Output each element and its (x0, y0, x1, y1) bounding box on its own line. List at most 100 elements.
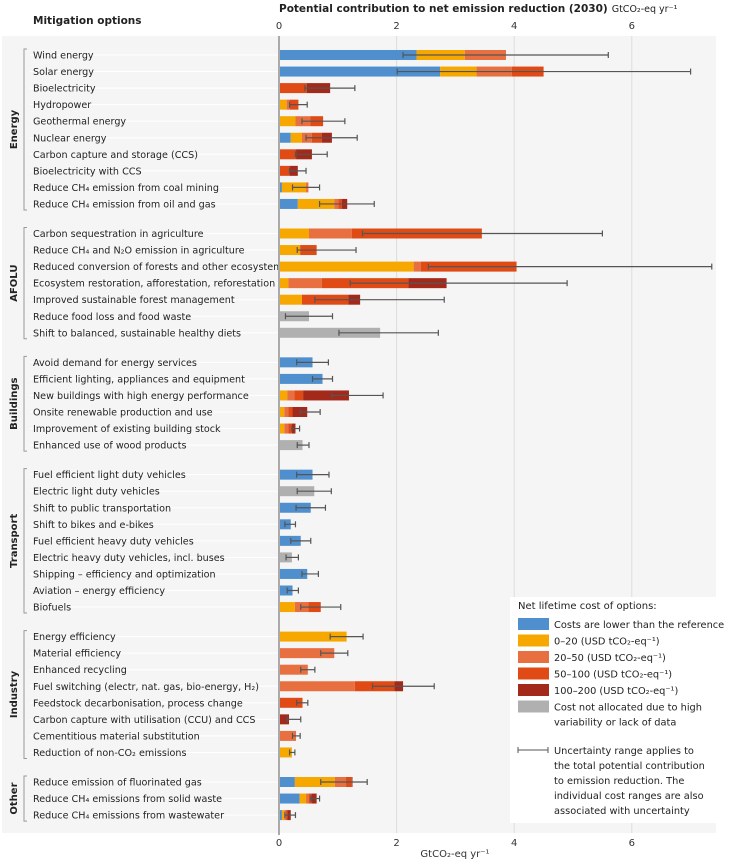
option-row: Carbon capture and storage (CCS) (30, 149, 328, 161)
option-row: Energy efficiency (30, 631, 364, 643)
option-label: Reduced conversion of forests and other … (33, 262, 287, 273)
x-tick-label-top: 2 (393, 21, 399, 32)
option-row: Geothermal energy (30, 116, 346, 128)
option-row: Improved sustainable forest management (30, 294, 445, 306)
option-label: Electric light duty vehicles (33, 487, 160, 498)
legend-swatch-lower (518, 618, 549, 630)
option-label: Reduce food loss and food waste (33, 312, 191, 323)
bar-segment-lower (279, 66, 441, 77)
group-bracket (23, 227, 27, 340)
bar-segment-c20_50 (284, 407, 289, 417)
bar-segment-c0_20 (279, 261, 414, 272)
option-row: Shift to bikes and e-bikes (30, 519, 297, 531)
bar-segment-c50_100 (279, 165, 290, 176)
option-row: Reduce emission of fluorinated gas (30, 777, 368, 789)
bar-segment-c50_100 (279, 83, 307, 94)
bar-segment-lower (279, 585, 293, 596)
bar-segment-c20_50 (279, 681, 355, 692)
bar-segment-lower (279, 182, 282, 193)
option-row: Solar energy (30, 66, 692, 78)
legend-title: Net lifetime cost of options: (518, 601, 657, 612)
option-row: Reduce CH₄ emissions from wastewater (30, 810, 297, 822)
x-tick-label-top: 4 (511, 21, 517, 32)
option-row: Feedstock decarbonisation, process chang… (30, 697, 309, 709)
option-label: Hydropower (33, 100, 91, 111)
bar-segment-c20_50 (279, 664, 308, 675)
option-label: Reduce CH₄ and N₂O emission in agricultu… (33, 246, 245, 257)
group-afolu: AFOLU (9, 227, 27, 340)
x-tick-label-top: 6 (629, 21, 635, 32)
group-transport: Transport (9, 468, 27, 614)
x-tick-label-bottom: 6 (629, 838, 635, 849)
option-label: Reduction of non-CO₂ emissions (33, 748, 186, 759)
bar-segment-c50_100 (288, 407, 293, 417)
option-row: Electric heavy duty vehicles, incl. buse… (30, 552, 300, 564)
option-row: Bioelectricity (30, 83, 356, 95)
bar-segment-c20_50 (306, 793, 309, 804)
group-bracket (23, 355, 27, 452)
x-tick-label-bottom: 4 (511, 838, 517, 849)
option-row: Enhanced use of wood products (30, 440, 310, 452)
option-label: Ecosystem restoration, afforestation, re… (33, 279, 275, 290)
option-label: Avoid demand for energy services (33, 358, 197, 369)
bar-segment-c0_20 (279, 423, 285, 434)
option-row: Carbon capture with utilisation (CCU) an… (30, 714, 302, 726)
option-row: Efficient lighting, appliances and equip… (30, 373, 334, 385)
option-label: Wind energy (33, 51, 94, 62)
option-label: Efficient lighting, appliances and equip… (33, 374, 245, 385)
bar-segment-c0_20 (299, 793, 307, 804)
option-label: Reduce CH₄ emission from oil and gas (33, 199, 216, 210)
option-label: Improvement of existing building stock (33, 424, 221, 435)
option-label: Electric heavy duty vehicles, incl. buse… (33, 553, 225, 564)
bar-segment-lower (279, 568, 308, 579)
legend-label: 100–200 (USD tCO₂-eq⁻¹) (554, 686, 678, 697)
option-label: Geothermal energy (33, 117, 126, 128)
option-row: Reduction of non-CO₂ emissions (30, 747, 296, 759)
option-label: Fuel efficient heavy duty vehicles (33, 536, 194, 547)
group-label: Industry (9, 670, 20, 718)
group-label: Transport (9, 514, 20, 568)
option-row: Avoid demand for energy services (30, 357, 329, 369)
bar-segment-c0_20 (279, 407, 285, 417)
option-label: Carbon sequestration in agriculture (33, 229, 204, 240)
bar-segment-c0_20 (279, 245, 301, 256)
option-row: Onsite renewable production and use (30, 407, 321, 419)
legend-uncertainty-note: Uncertainty range applies to (554, 746, 694, 757)
bar-segment-c20_50 (284, 423, 289, 434)
bar-segment-c20_50 (413, 261, 421, 272)
option-row: Wind energy (30, 50, 609, 62)
bar-segment-lower (279, 198, 298, 209)
bar-segment-lower (279, 469, 313, 480)
legend-label: Costs are lower than the reference (554, 620, 724, 631)
option-row: Biofuels (30, 602, 342, 614)
option-label: Bioelectricity (33, 84, 96, 95)
group-industry: Industry (9, 630, 27, 759)
option-label: Shift to bikes and e-bikes (33, 520, 154, 531)
group-label: Buildings (9, 377, 20, 429)
option-row: Fuel efficient light duty vehicles (30, 469, 330, 481)
option-row: Reduce food loss and food waste (30, 311, 334, 323)
chart-title-unit: GtCO₂-eq yr⁻¹ (612, 4, 678, 15)
chart-title-text: Potential contribution to net emission r… (279, 3, 608, 15)
bar-segment-c100_200 (279, 714, 289, 725)
x-axis-label: GtCO₂-eq yr⁻¹ (420, 849, 489, 860)
legend-swatch-c20_50 (518, 651, 549, 663)
bar-segment-c20_50 (308, 228, 352, 239)
option-row: Shift to public transportation (30, 502, 327, 514)
bar-segment-na (279, 327, 381, 338)
legend-label: 0–20 (USD tCO₂-eq⁻¹) (554, 637, 660, 648)
option-row: Fuel efficient heavy duty vehicles (30, 535, 312, 547)
option-label: Reduce CH₄ emission from coal mining (33, 183, 219, 194)
bar-segment-c0_20 (290, 132, 302, 143)
option-label: Bioelectricity with CCS (33, 166, 142, 177)
legend-uncertainty-note: to emission reduction. The (554, 776, 684, 787)
option-row: Hydropower (30, 99, 308, 111)
bar-segment-c0_20 (297, 198, 335, 209)
option-row: Shift to balanced, sustainable healthy d… (30, 327, 439, 339)
chart-title: Potential contribution to net emission r… (279, 3, 678, 15)
option-label: Onsite renewable production and use (33, 408, 213, 419)
legend-label: 20–50 (USD tCO₂-eq⁻¹) (554, 653, 666, 664)
option-row: Ecosystem restoration, afforestation, re… (30, 278, 568, 290)
group-bracket (23, 48, 27, 211)
